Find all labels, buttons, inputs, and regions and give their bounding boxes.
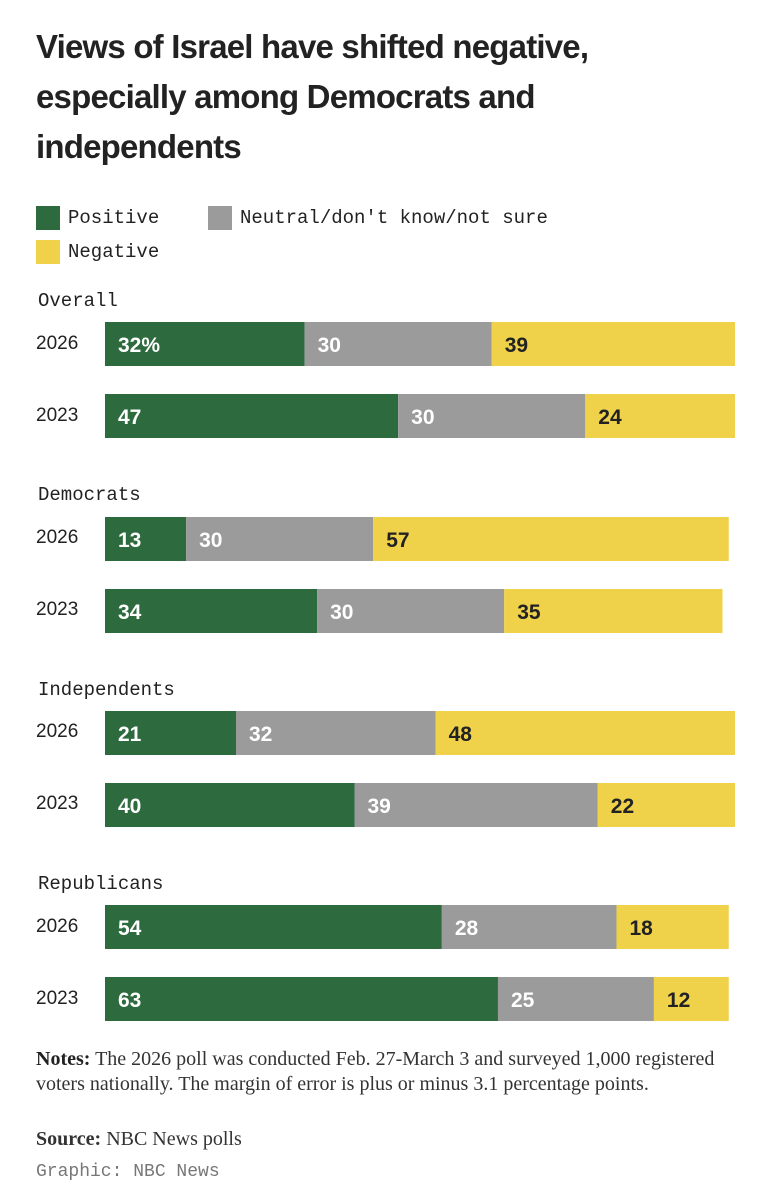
- legend-swatch-positive: [36, 206, 60, 230]
- bar-democrats-2023-neutral: [317, 589, 505, 633]
- bar-independents-2023-neutral: [354, 783, 598, 827]
- year-label-democrats-2023: 2023: [36, 599, 79, 620]
- bar-overall-2023-negative: [585, 394, 735, 438]
- bar-overall-2023-positive: [105, 394, 399, 438]
- bar-independents-2026-positive: [105, 711, 236, 755]
- group-label-republicans: Republicans: [38, 873, 164, 895]
- value-label-republicans-2026-neutral: 28: [455, 917, 479, 940]
- year-label-independents-2026: 2026: [36, 721, 79, 742]
- legend-swatch-negative: [36, 240, 60, 264]
- bar-democrats-2026-negative: [373, 517, 729, 561]
- value-label-overall-2026-neutral: 30: [318, 334, 341, 357]
- bar-overall-2026-negative: [491, 322, 735, 366]
- value-label-republicans-2026-negative: 18: [629, 917, 653, 940]
- bar-independents-2023-positive: [105, 783, 355, 827]
- value-label-democrats-2023-neutral: 30: [330, 601, 353, 624]
- value-label-independents-2026-negative: 48: [449, 723, 473, 746]
- bar-democrats-2026-positive: [105, 517, 187, 561]
- legend-item-neutral: Neutral/don't know/not sure: [208, 206, 548, 230]
- legend-label-negative: Negative: [68, 241, 160, 263]
- value-label-democrats-2023-positive: 34: [118, 601, 142, 624]
- value-label-democrats-2026-neutral: 30: [199, 529, 222, 552]
- value-label-republicans-2023-neutral: 25: [511, 989, 535, 1012]
- value-label-republicans-2023-positive: 63: [118, 989, 141, 1012]
- value-label-independents-2026-positive: 21: [118, 723, 142, 746]
- legend-item-positive: Positive: [36, 206, 159, 230]
- bar-independents-2023-negative: [597, 783, 735, 827]
- value-label-independents-2023-neutral: 39: [368, 795, 391, 818]
- group-label-democrats: Democrats: [38, 484, 141, 506]
- value-label-independents-2023-negative: 22: [611, 795, 634, 818]
- source-label: Source:: [36, 1128, 102, 1150]
- bar-republicans-2023-neutral: [497, 977, 654, 1021]
- year-label-republicans-2026: 2026: [36, 916, 79, 937]
- bar-democrats-2026-neutral: [186, 517, 374, 561]
- group-label-independents: Independents: [38, 679, 175, 701]
- year-label-overall-2023: 2023: [36, 405, 79, 426]
- value-label-overall-2023-negative: 24: [598, 406, 622, 429]
- chart-title: Views of Israel have shifted negative, e…: [36, 28, 589, 165]
- graphic-credit: Graphic: NBC News: [36, 1162, 220, 1182]
- bar-republicans-2023-negative: [653, 977, 729, 1021]
- legend-label-positive: Positive: [68, 207, 160, 229]
- year-label-overall-2026: 2026: [36, 333, 79, 354]
- bar-overall-2026-neutral: [304, 322, 492, 366]
- bar-democrats-2023-positive: [105, 589, 318, 633]
- legend-swatch-neutral: [208, 206, 232, 230]
- bar-republicans-2026-negative: [616, 905, 729, 949]
- stacked-bar-chart: 32% 30 39 47 30 24 13 30 57 34 30 35 21 32 48 40 39 22 54 2…: [105, 322, 735, 1021]
- source-text: NBC News polls: [106, 1128, 242, 1150]
- bar-overall-2026-positive: [105, 322, 305, 366]
- value-label-republicans-2023-negative: 12: [667, 989, 690, 1012]
- value-label-overall-2023-positive: 47: [118, 406, 141, 429]
- legend-label-neutral: Neutral/don't know/not sure: [240, 207, 548, 229]
- chart-notes: Notes: The 2026 poll was conducted Feb. …: [36, 1047, 726, 1097]
- year-label-republicans-2023: 2023: [36, 988, 79, 1009]
- notes-label: Notes:: [36, 1048, 91, 1070]
- bar-republicans-2026-neutral: [441, 905, 617, 949]
- bar-overall-2023-neutral: [398, 394, 586, 438]
- bar-independents-2026-negative: [435, 711, 735, 755]
- value-label-democrats-2026-positive: 13: [118, 529, 141, 552]
- notes-text: The 2026 poll was conducted Feb. 27-Marc…: [36, 1048, 715, 1095]
- value-label-independents-2026-neutral: 32: [249, 723, 272, 746]
- year-label-independents-2023: 2023: [36, 793, 79, 814]
- value-label-overall-2026-negative: 39: [505, 334, 528, 357]
- group-label-overall: Overall: [38, 290, 118, 312]
- value-label-democrats-2023-negative: 35: [517, 601, 541, 624]
- bar-republicans-2026-positive: [105, 905, 442, 949]
- value-label-democrats-2026-negative: 57: [386, 529, 409, 552]
- value-label-republicans-2026-positive: 54: [118, 917, 142, 940]
- legend-item-negative: Negative: [36, 240, 159, 264]
- bar-democrats-2023-negative: [504, 589, 723, 633]
- chart-source: Source: NBC News polls: [36, 1128, 242, 1151]
- value-label-overall-2026-positive: 32%: [118, 334, 160, 357]
- bar-republicans-2023-positive: [105, 977, 498, 1021]
- year-label-democrats-2026: 2026: [36, 527, 79, 548]
- value-label-independents-2023-positive: 40: [118, 795, 141, 818]
- bar-independents-2026-neutral: [235, 711, 436, 755]
- value-label-overall-2023-neutral: 30: [411, 406, 434, 429]
